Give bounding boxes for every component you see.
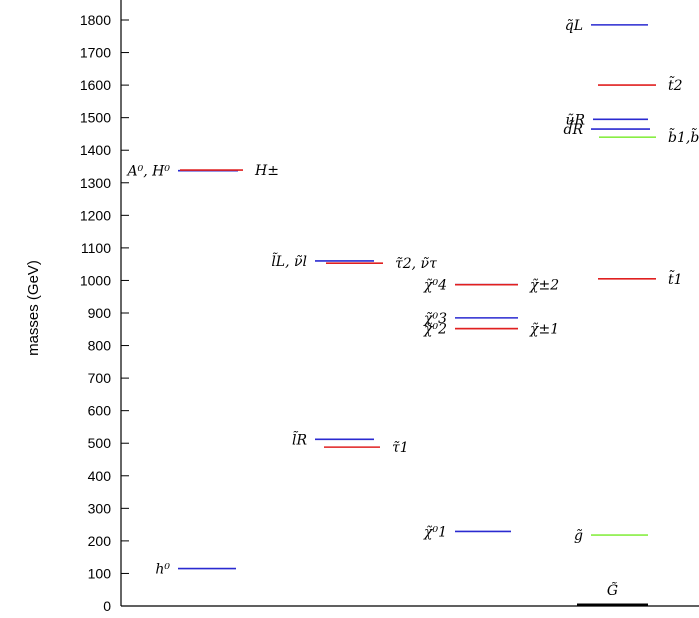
particle-label: ũR — [565, 112, 585, 128]
particle-label: χ̃⁰4 — [423, 278, 447, 294]
y-tick-label: 1300 — [80, 175, 111, 191]
particle-label: d̃R — [563, 119, 583, 138]
y-axis-ticks: 0 100 200 300 400 500 600 700 800 900 1000 1100 1200… — [80, 12, 129, 614]
particle-label: t̃1 — [668, 269, 683, 288]
y-tick-label: 1100 — [81, 240, 111, 256]
particle-label: χ̃⁰3 — [423, 311, 447, 327]
y-tick-label: 1500 — [80, 110, 111, 126]
y-tick-label: 1600 — [80, 77, 111, 93]
y-axis-title: masses (GeV) — [25, 260, 42, 356]
particle-label: τ̃2, ν̃τ — [395, 256, 437, 272]
y-tick-label: 1200 — [80, 207, 111, 223]
y-tick-label: 1400 — [80, 142, 111, 158]
y-tick-label: 1700 — [80, 45, 111, 61]
particle-label: χ̃⁰1 — [423, 524, 447, 540]
particle-label: χ̃⁰2 — [423, 322, 447, 338]
y-tick-label: 700 — [88, 370, 112, 386]
y-tick-label: 1800 — [80, 12, 111, 28]
y-tick-label: 0 — [103, 598, 111, 614]
y-tick-label: 1000 — [80, 272, 111, 288]
particle-label: l̃L, ν̃l — [271, 252, 307, 270]
y-tick-label: 200 — [88, 533, 112, 549]
particle-label: A⁰, H⁰ — [126, 164, 171, 180]
particle-label: l̃R — [292, 430, 307, 448]
y-tick-label: 400 — [88, 468, 112, 484]
y-tick-label: 100 — [88, 565, 112, 581]
particle-label: t̃2 — [668, 75, 683, 94]
y-tick-label: 800 — [88, 338, 112, 354]
particle-label: g̃ — [574, 528, 583, 544]
particle-label: χ̃±2 — [529, 278, 559, 294]
mass-levels — [178, 24, 656, 607]
y-tick-label: 300 — [88, 500, 112, 516]
particle-label: χ̃±1 — [529, 322, 559, 338]
plot-frame — [120, 0, 699, 607]
particle-label: H± — [254, 163, 279, 179]
particle-label: τ̃1 — [392, 440, 409, 456]
particle-label: h⁰ — [155, 562, 170, 578]
particle-label: q̃L — [565, 18, 583, 34]
particle-labels: h⁰ A⁰, H⁰ H± l̃L, ν̃l τ̃2, ν̃τ l̃R τ̃1 χ̃⁰1 χ̃⁰2… — [126, 18, 699, 599]
y-tick-label: 500 — [88, 435, 112, 451]
y-tick-label: 900 — [88, 305, 112, 321]
y-tick-label: 600 — [88, 403, 112, 419]
particle-label: b̃1,b̃2 — [668, 127, 699, 146]
particle-label: G̃ — [607, 581, 618, 599]
